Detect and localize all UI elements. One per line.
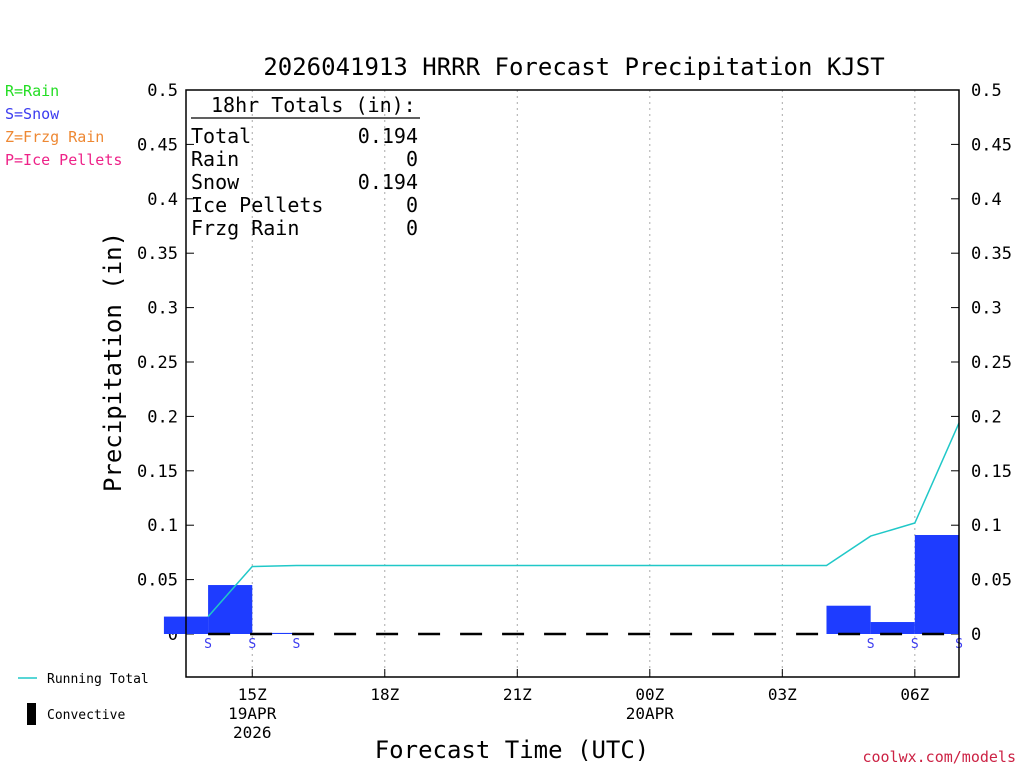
- x-tick-label: 00Z: [635, 685, 664, 704]
- y-tick-label: 0.35: [137, 244, 178, 264]
- y-tick-label: 0: [168, 625, 178, 645]
- totals-box: 18hr Totals (in): Total 0.194 Rain 0 Snow 0.19…: [191, 93, 420, 240]
- y-tick-label: 0.25: [137, 353, 178, 373]
- x-axis-label: Forecast Time (UTC): [375, 736, 650, 764]
- series-legend: Running Total Convective: [18, 672, 149, 725]
- precip-bar: [914, 534, 959, 634]
- y-tick-label: 0.15: [137, 462, 178, 482]
- x-tick-label: 20APR: [626, 704, 675, 723]
- totals-row-label: Ice Pellets: [191, 193, 323, 217]
- legend-type-entry: P=Ice Pellets: [5, 151, 122, 169]
- precip-type-label: S: [867, 637, 875, 652]
- y-tick-label: 0.4: [971, 190, 1002, 210]
- y-axis-label-group: Precipitation (in): [99, 232, 127, 492]
- legend-type-entry: R=Rain: [5, 82, 59, 100]
- x-tick-label: 03Z: [768, 685, 797, 704]
- totals-row-label: Total: [191, 124, 251, 148]
- y-ticks-left: 0 0.05 0.1 0.15 0.2 0.25 0.3 0.35 0.4 0.45 0.5: [137, 81, 194, 645]
- y-tick-label: 0.45: [137, 135, 178, 155]
- totals-row-value: 0.194: [358, 124, 418, 148]
- y-tick-label: 0.45: [971, 135, 1012, 155]
- x-tick-label: 2026: [233, 723, 272, 742]
- y-ticks-right: 0 0.05 0.1 0.15 0.2 0.25 0.3 0.35 0.4 0.45 0.5: [951, 81, 1012, 645]
- y-axis-label: Precipitation (in): [99, 232, 127, 492]
- y-tick-label: 0.2: [971, 407, 1002, 427]
- precip-type-label: S: [911, 637, 919, 652]
- y-tick-label: 0.5: [971, 81, 1002, 101]
- y-tick-label: 0.1: [147, 516, 178, 536]
- precip-bar: [826, 605, 871, 634]
- totals-row-value: 0: [406, 147, 418, 171]
- precip-bar: [252, 632, 297, 634]
- y-tick-label: 0.15: [971, 462, 1012, 482]
- credit-label: coolwx.com/models: [862, 748, 1016, 766]
- totals-header: 18hr Totals (in):: [211, 93, 416, 117]
- x-tick-label: 21Z: [503, 685, 532, 704]
- y-tick-label: 0.05: [137, 571, 178, 591]
- running-total-line: [207, 422, 960, 618]
- totals-row-label: Rain: [191, 147, 239, 171]
- legend-bar-swatch: [27, 703, 36, 725]
- precip-bar: [208, 585, 253, 634]
- y-tick-label: 0.05: [971, 571, 1012, 591]
- y-tick-label: 0.2: [147, 407, 178, 427]
- y-tick-label: 0.4: [147, 190, 178, 210]
- totals-row-value: 0: [406, 216, 418, 240]
- y-tick-label: 0.35: [971, 244, 1012, 264]
- totals-row-label: Snow: [191, 170, 240, 194]
- x-tick-label: 19APR: [228, 704, 277, 723]
- grid-lines: [251, 90, 916, 677]
- totals-row-value: 0.194: [358, 170, 418, 194]
- y-tick-label: 0.1: [971, 516, 1002, 536]
- precip-type-legend: R=Rain S=Snow Z=Frzg Rain P=Ice Pellets: [5, 82, 122, 169]
- x-tick-label: 18Z: [370, 685, 399, 704]
- plot-frame: [185, 89, 960, 678]
- x-tick-label: 15Z: [238, 685, 267, 704]
- precip-bar: [870, 622, 915, 634]
- chart-title: 2026041913 HRRR Forecast Precipitation K…: [263, 53, 884, 81]
- totals-row-value: 0: [406, 193, 418, 217]
- y-tick-label: 0: [971, 625, 981, 645]
- precip-bars: [163, 534, 959, 634]
- y-tick-label: 0.3: [971, 299, 1002, 319]
- totals-row-label: Frzg Rain: [191, 216, 299, 240]
- legend-line-label: Running Total: [47, 672, 149, 687]
- legend-type-entry: S=Snow: [5, 105, 60, 123]
- y-tick-label: 0.25: [971, 353, 1012, 373]
- y-tick-label: 0.5: [147, 81, 178, 101]
- x-tick-label: 06Z: [900, 685, 929, 704]
- precip-type-label: S: [204, 637, 212, 652]
- precip-type-label: S: [248, 637, 256, 652]
- y-tick-label: 0.3: [147, 299, 178, 319]
- legend-line-label: Convective: [47, 708, 125, 723]
- legend-type-entry: Z=Frzg Rain: [5, 128, 104, 146]
- running-total-line-group: [207, 422, 960, 618]
- precip-type-label: S: [293, 637, 301, 652]
